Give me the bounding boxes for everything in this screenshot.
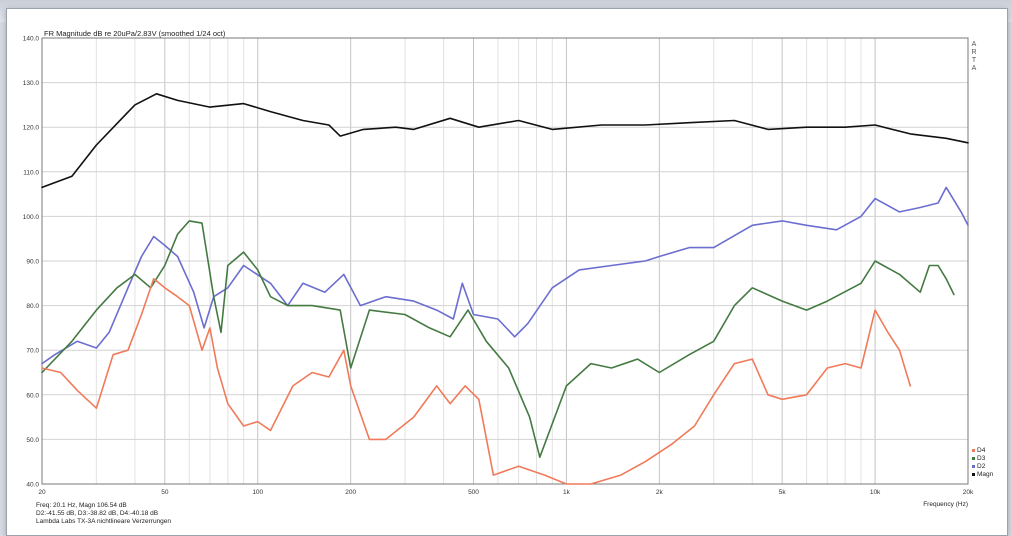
- y-tick-label: 70.0: [26, 348, 39, 355]
- x-tick-label: 500: [468, 489, 479, 496]
- footer-line-2: D2:-41.55 dB, D3:-38.82 dB, D4:-40.18 dB: [36, 510, 159, 517]
- series-line-d3: [41, 220, 955, 459]
- watermark-letter: A: [972, 41, 977, 48]
- watermark-letter: R: [971, 49, 976, 56]
- x-axis-label: Frequency (Hz): [923, 501, 968, 508]
- y-tick-label: 130.0: [23, 80, 40, 87]
- watermark-letter: T: [972, 57, 977, 64]
- x-tick-label: 5k: [779, 489, 787, 496]
- grid-layer: [42, 38, 968, 484]
- x-tick-label: 10k: [870, 489, 881, 496]
- y-tick-label: 140.0: [23, 36, 40, 43]
- y-tick-label: 100.0: [23, 214, 40, 221]
- tick-layer: 140.0 130.0 120.0 110.0 100.0 90.0 80.0 70.0 60.…: [23, 36, 974, 497]
- footer-line-1: Freq: 20.1 Hz, Magn 106.54 dB: [36, 502, 127, 509]
- y-tick-label: 90.0: [26, 259, 39, 266]
- series-line-magn: [41, 93, 969, 189]
- legend-swatch-d2: [972, 465, 975, 468]
- x-tick-label: 1k: [563, 489, 571, 496]
- legend-swatch-d4: [972, 449, 975, 452]
- x-tick-label: 20: [38, 489, 46, 496]
- y-tick-label: 60.0: [26, 392, 39, 399]
- x-tick-label: 100: [252, 489, 263, 496]
- x-tick-label: 50: [161, 489, 169, 496]
- x-tick-label: 200: [345, 489, 356, 496]
- x-tick-label: 20k: [963, 489, 974, 496]
- y-tick-label: 40.0: [26, 482, 39, 489]
- y-tick-label: 110.0: [23, 169, 39, 176]
- plot-border: [41, 37, 969, 485]
- chart-frame: [6, 8, 1008, 536]
- footer-line-3: Lambda Labs TX-3A nichtlineare Verzerrun…: [36, 518, 172, 525]
- legend-label-d4: D4: [977, 447, 986, 454]
- y-tick-label: 80.0: [26, 303, 39, 310]
- chart-title: FR Magnitude dB re 20uPa/2.83V (smoothed…: [44, 29, 226, 38]
- watermark-letter: A: [972, 65, 977, 72]
- series-line-d4: [41, 277, 912, 485]
- series-layer: [41, 93, 969, 485]
- legend-label-d3: D3: [977, 455, 986, 462]
- series-line-d2: [41, 186, 969, 365]
- y-tick-label: 50.0: [26, 437, 39, 444]
- x-tick-label: 2k: [656, 489, 664, 496]
- legend-label-magn: Magn: [977, 471, 994, 478]
- y-tick-label: 120.0: [23, 125, 40, 132]
- legend-swatch-magn: [972, 473, 975, 476]
- legend-swatch-d3: [972, 457, 975, 460]
- legend-label-d2: D2: [977, 463, 986, 470]
